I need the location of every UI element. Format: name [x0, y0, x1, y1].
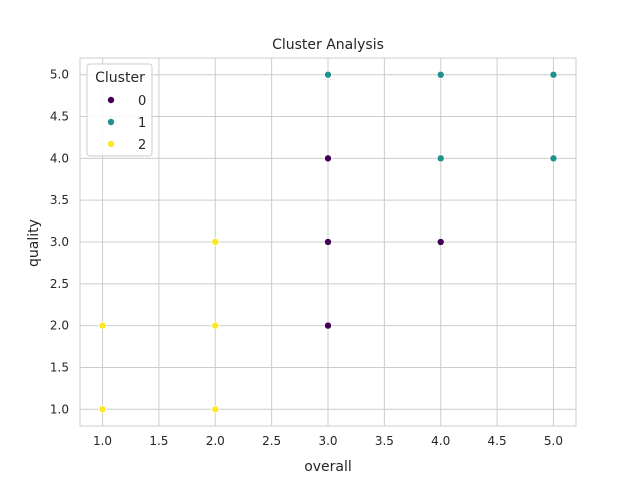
y-tick-label: 2.0 — [50, 319, 69, 333]
x-tick-label: 2.0 — [206, 434, 225, 448]
y-tick-label: 4.5 — [50, 110, 69, 124]
data-point-cluster-2 — [211, 321, 220, 330]
data-point-cluster-0 — [323, 154, 332, 163]
x-tick-label: 4.5 — [488, 434, 507, 448]
x-tick-label: 3.0 — [318, 434, 337, 448]
y-tick-label: 3.5 — [50, 193, 69, 207]
data-point-cluster-2 — [211, 237, 220, 246]
data-point-cluster-0 — [323, 321, 332, 330]
data-point-cluster-1 — [323, 70, 332, 79]
x-tick-label: 3.5 — [375, 434, 394, 448]
data-point-cluster-1 — [436, 70, 445, 79]
data-point-cluster-2 — [211, 405, 220, 414]
legend-label: 2 — [138, 138, 146, 153]
legend-title: Cluster — [95, 70, 145, 86]
y-tick-label: 1.5 — [50, 360, 69, 374]
data-point-cluster-0 — [323, 237, 332, 246]
data-point-cluster-1 — [436, 154, 445, 163]
x-axis-label: overall — [304, 459, 352, 475]
legend-marker — [107, 139, 116, 148]
x-tick-label: 2.5 — [262, 434, 281, 448]
legend-entries: 0 1 2 — [107, 94, 146, 153]
plot-area-frame — [79, 57, 577, 427]
x-tick-label: 1.5 — [149, 434, 168, 448]
legend-label: 0 — [138, 94, 146, 109]
data-point-cluster-2 — [98, 405, 107, 414]
data-point-cluster-1 — [549, 154, 558, 163]
y-tick-label: 1.0 — [50, 402, 69, 416]
data-point-cluster-0 — [436, 237, 445, 246]
y-tick-label: 3.0 — [50, 235, 69, 249]
y-tick-label: 5.0 — [50, 68, 69, 82]
y-axis-label: quality — [26, 219, 42, 267]
y-tick-label: 4.0 — [50, 151, 69, 165]
y-tick-label: 2.5 — [50, 277, 69, 291]
axis-ticks: 1.0 1.5 2.0 2.5 3.0 3.5 4.0 4.5 5.0 1.0 1.5 2.0 2.5 3… — [50, 68, 563, 448]
data-point-cluster-2 — [98, 321, 107, 330]
legend: Cluster 0 1 2 — [86, 63, 153, 157]
chart-title: Cluster Analysis — [272, 37, 384, 53]
x-tick-label: 5.0 — [544, 434, 563, 448]
x-tick-label: 1.0 — [93, 434, 112, 448]
legend-marker — [107, 96, 116, 105]
legend-label: 1 — [138, 116, 146, 131]
data-point-cluster-1 — [549, 70, 558, 79]
legend-marker — [107, 118, 116, 127]
data-points — [98, 70, 558, 414]
x-tick-label: 4.0 — [431, 434, 450, 448]
legend-box — [86, 63, 153, 157]
